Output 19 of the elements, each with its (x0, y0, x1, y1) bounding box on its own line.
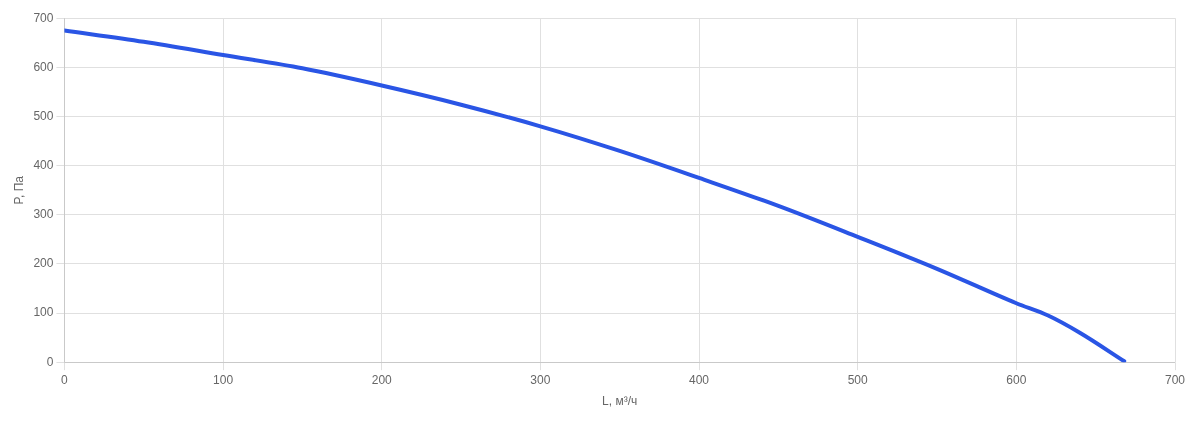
y-tick-label: 700 (33, 10, 54, 25)
x-tick-label: 700 (1164, 372, 1186, 387)
y-tick-label: 200 (33, 256, 54, 271)
x-tick-label: 0 (61, 372, 69, 387)
y-tick-label: 500 (33, 108, 54, 123)
x-axis-title: L, м³/ч (602, 394, 638, 409)
y-axis-title: P, Па (11, 175, 26, 205)
x-tick-label: 600 (1006, 372, 1027, 387)
y-tick-label: 100 (33, 305, 54, 320)
line-series (64, 28, 1127, 363)
x-tick-label: 100 (213, 372, 234, 387)
y-tick-label: 0 (46, 354, 54, 369)
y-tick-label: 300 (33, 207, 54, 222)
x-tick-label: 200 (371, 372, 393, 387)
y-tick-label: 400 (33, 157, 54, 172)
x-tick-label: 300 (530, 372, 551, 387)
x-tick-label: 400 (689, 372, 710, 387)
y-tick-label: 600 (33, 59, 54, 74)
x-tick-label: 500 (847, 372, 869, 387)
